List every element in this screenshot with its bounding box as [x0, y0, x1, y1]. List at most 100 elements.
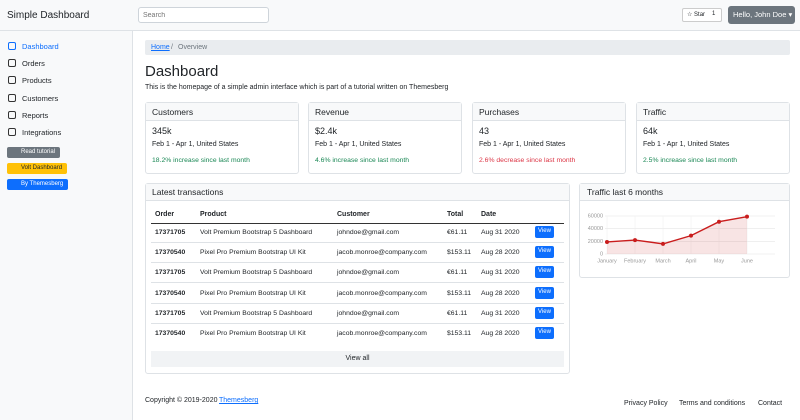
sidebar-icon: [8, 128, 16, 136]
row-rule: [151, 262, 564, 264]
card-header: [309, 103, 461, 121]
card-header: [146, 184, 569, 201]
row-rule: [151, 302, 564, 304]
table-header: Product: [200, 211, 227, 218]
card-change: 18.2% increase since last month: [152, 157, 250, 164]
sidebar-link[interactable]: Products: [22, 76, 52, 86]
y-tick-label: 0: [600, 251, 603, 257]
table-cell: €61.11: [447, 269, 468, 277]
row-rule: [151, 282, 564, 284]
sidebar-link[interactable]: Customers: [22, 93, 59, 103]
sidebar-icon: [8, 42, 16, 50]
star-count: 1: [712, 11, 716, 17]
sidebar-link[interactable]: Dashboard: [22, 42, 59, 51]
footer-link[interactable]: Terms and conditions: [679, 400, 746, 407]
y-tick-label: 40000: [588, 226, 603, 232]
card-value: 43: [479, 126, 490, 136]
breadcrumb-link[interactable]: Home: [151, 44, 170, 51]
row-rule: [151, 322, 564, 324]
search-input[interactable]: [138, 7, 269, 23]
view-all[interactable]: View all: [151, 351, 564, 367]
table-cell: $153.11: [447, 330, 472, 337]
card-period: Feb 1 - Apr 1, United States: [152, 141, 239, 148]
point: [633, 238, 637, 243]
table-cell: Pixel Pro Premium Bootstrap UI Kit: [200, 330, 306, 337]
table-cell: €61.11: [447, 309, 468, 317]
view-button[interactable]: View: [535, 226, 554, 238]
table-cell: jacob.monroe@company.com: [337, 289, 427, 297]
point: [605, 239, 609, 244]
table-cell: 17371705: [155, 229, 186, 236]
transactions-card: [145, 183, 570, 374]
y-tick-label: 20000: [588, 239, 603, 245]
table-cell: Aug 31 2020: [481, 269, 520, 277]
footer-link[interactable]: Contact: [758, 400, 783, 407]
table-cell: jacob.monroe@company.com: [337, 330, 427, 337]
table-cell: johndoe@gmail.com: [337, 229, 400, 236]
table-header: Date: [481, 211, 497, 218]
table-cell: Aug 31 2020: [481, 229, 520, 236]
table-header: Total: [447, 211, 464, 218]
copyright-link[interactable]: Themesberg: [219, 397, 259, 404]
card-change: 2.6% decrease since last month: [479, 157, 576, 164]
table-cell: Aug 28 2020: [481, 330, 520, 337]
copyright: Copyright © 2019-2020: [145, 397, 218, 404]
x-tick-label: June: [741, 258, 753, 264]
table-header: Customer: [337, 211, 370, 218]
table-cell: $153.11: [447, 249, 472, 257]
table-cell: €61.11: [447, 229, 468, 236]
card-title: Latest transactions: [152, 187, 224, 197]
view-button[interactable]: View: [535, 327, 554, 339]
table-cell: Pixel Pro Premium Bootstrap UI Kit: [200, 249, 306, 257]
card-change: 2.5% increase since last month: [643, 157, 738, 164]
stat-card: [145, 102, 299, 174]
card-header: [146, 103, 298, 121]
star-button[interactable]: [682, 8, 722, 22]
traffic-chart: 0 20000 40000 60000 January February March Apri…: [588, 213, 775, 264]
footer-link[interactable]: Privacy Policy: [624, 400, 668, 407]
row-rule: [151, 242, 564, 243]
view-button[interactable]: View: [535, 286, 554, 299]
chart-card: [579, 183, 790, 278]
view-button[interactable]: View: [535, 266, 554, 279]
card-title: Purchases: [479, 107, 520, 117]
x-tick-label: March: [655, 258, 670, 264]
table-rule: [151, 223, 564, 224]
point: [689, 233, 693, 238]
stat-card: [636, 102, 790, 174]
sidebar-icon: [8, 76, 16, 85]
card-header: [580, 184, 789, 201]
card-period: Feb 1 - Apr 1, United States: [643, 141, 730, 148]
sidebar-badge[interactable]: Read tutorial: [7, 147, 61, 158]
table-cell: 17371705: [155, 309, 186, 317]
card-title: Revenue: [315, 107, 350, 117]
card-header: [637, 103, 789, 121]
table-cell: johndoe@gmail.com: [337, 269, 400, 277]
navbar: [0, 0, 800, 31]
view-button[interactable]: View: [535, 246, 554, 259]
sidebar-badge[interactable]: Volt Dashboard: [7, 163, 68, 174]
sidebar-link[interactable]: Reports: [22, 110, 49, 120]
sidebar-badge[interactable]: By Themesberg: [7, 179, 69, 190]
card-value: 64k: [643, 126, 658, 136]
sidebar-link[interactable]: Orders: [22, 59, 45, 69]
chart-title: Traffic last 6 months: [587, 187, 664, 197]
user-menu[interactable]: Hello, John Doe ▾: [728, 6, 795, 24]
card-title: Traffic: [643, 107, 667, 117]
brand[interactable]: Simple Dashboard: [7, 10, 90, 21]
table-cell: johndoe@gmail.com: [337, 309, 400, 317]
stat-card: [308, 102, 462, 174]
stat-card: [472, 102, 626, 174]
card-change: 4.6% increase since last month: [315, 157, 410, 164]
table-cell: Volt Premium Bootstrap 5 Dashboard: [200, 229, 313, 236]
card-header: [473, 103, 625, 121]
x-tick-label: February: [624, 258, 646, 264]
table-cell: Volt Premium Bootstrap 5 Dashboard: [200, 309, 313, 317]
x-tick-label: April: [685, 258, 696, 264]
sidebar-link[interactable]: Integrations: [22, 128, 62, 137]
star-label[interactable]: ☆ Star: [687, 12, 706, 18]
table-cell: 17370540: [155, 289, 186, 297]
table-cell: Aug 28 2020: [481, 289, 520, 297]
view-button[interactable]: View: [535, 306, 554, 319]
